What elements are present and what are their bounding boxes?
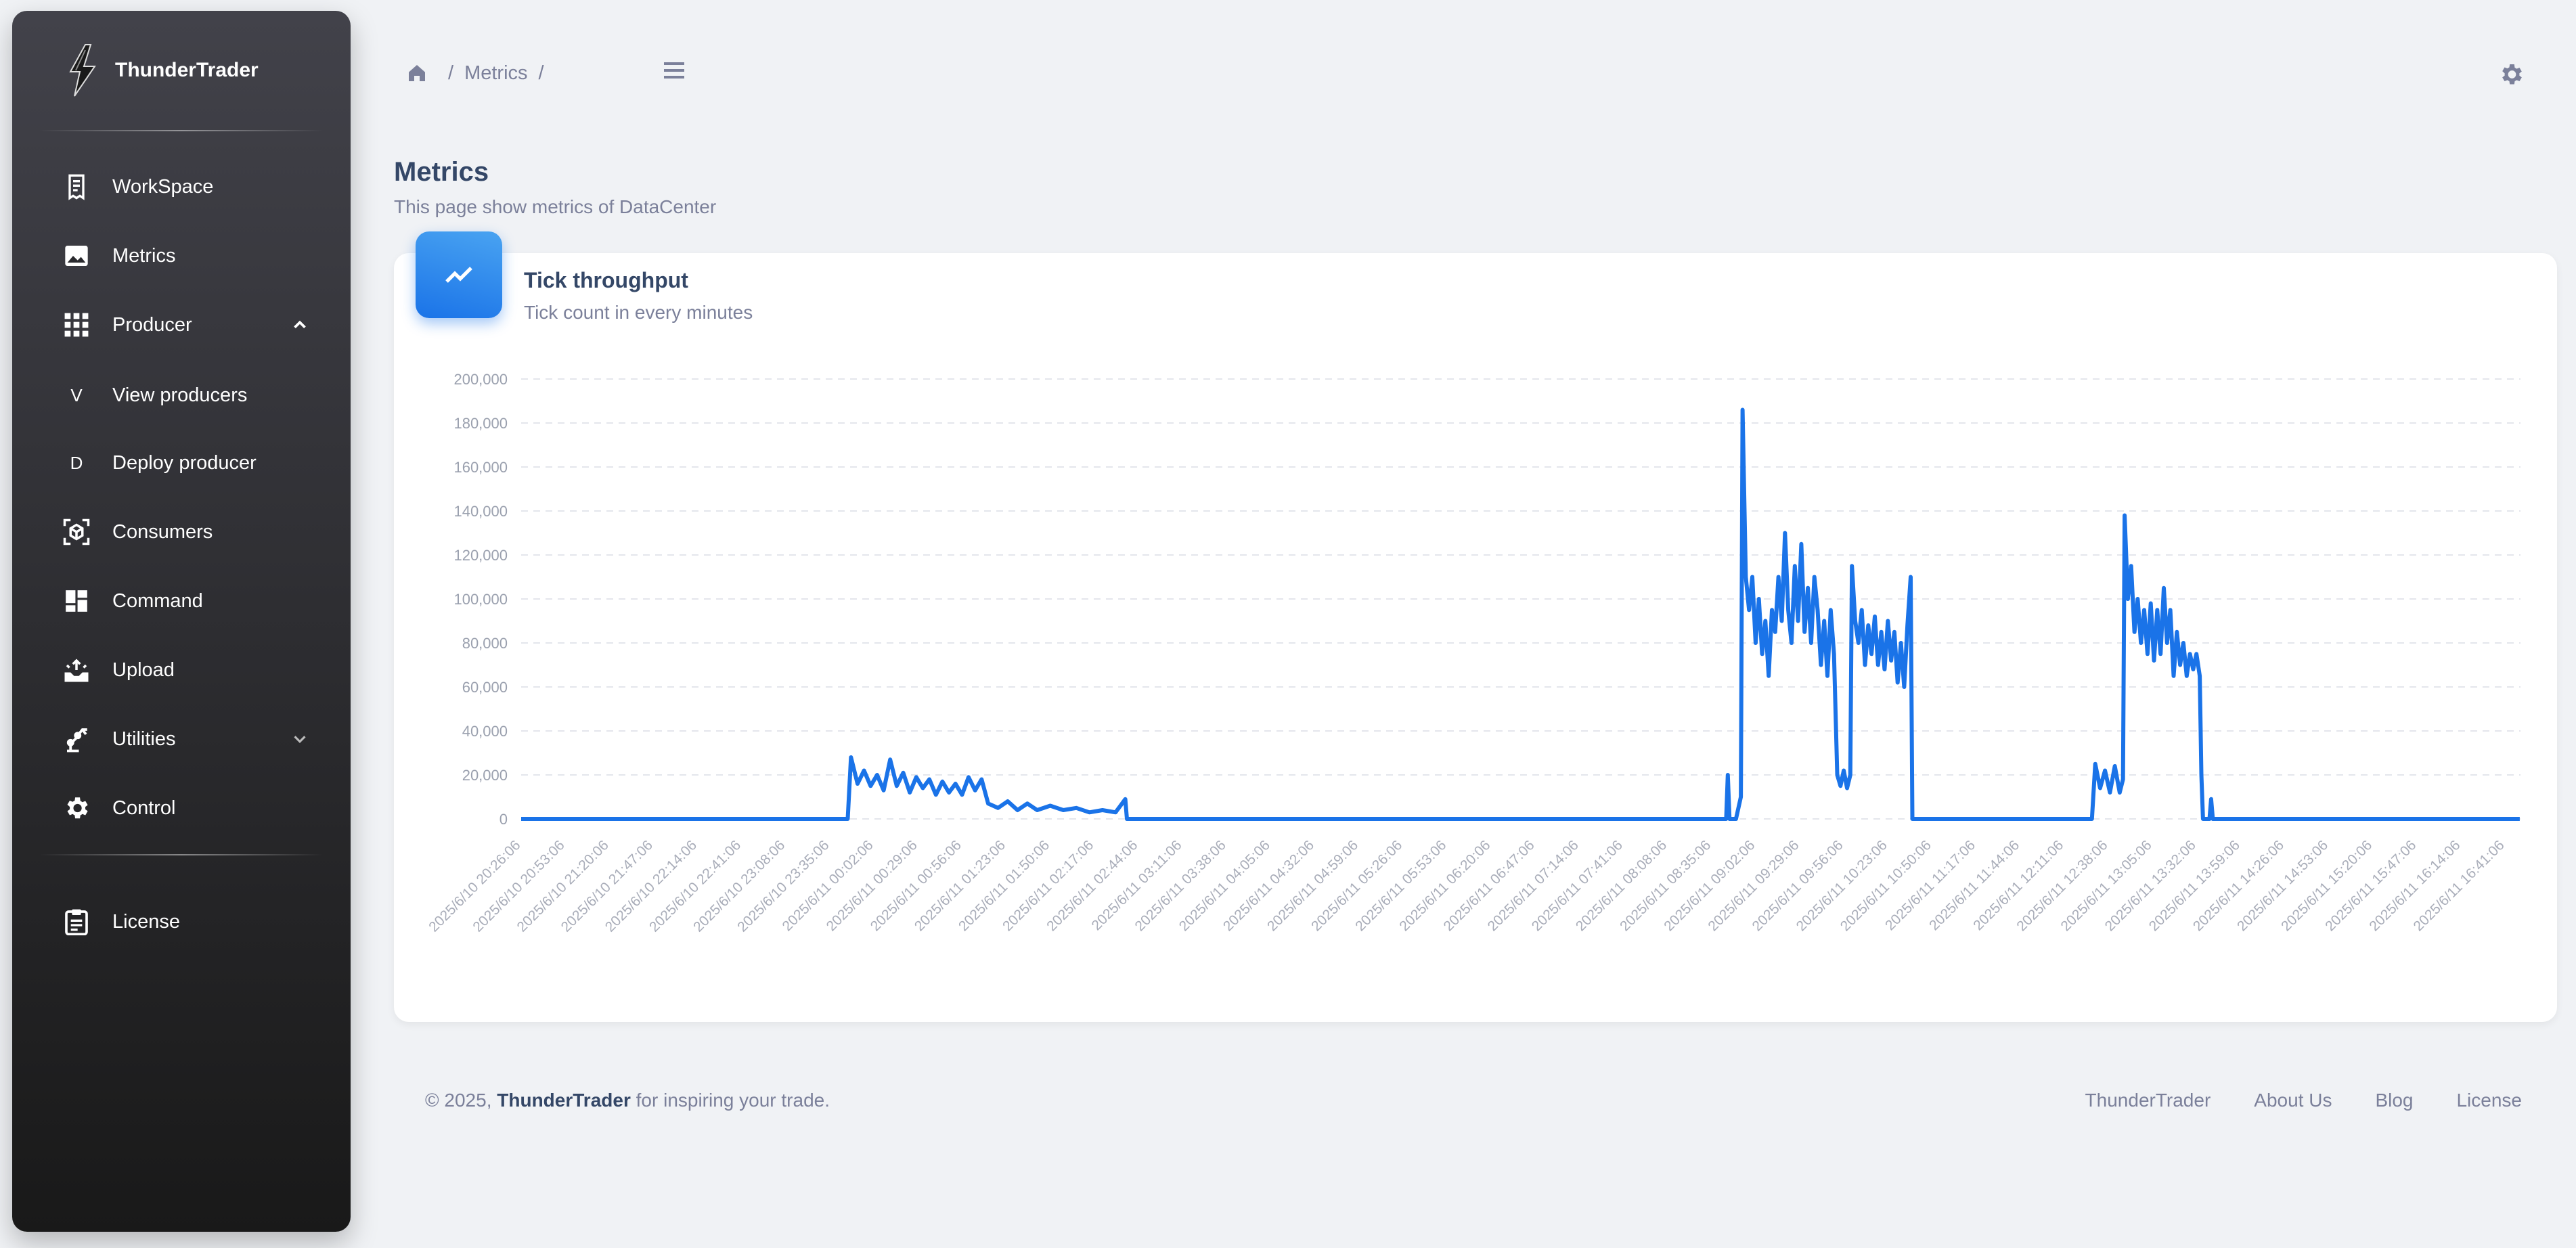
home-icon[interactable]: [406, 62, 428, 84]
chevron-up-icon[interactable]: [290, 315, 310, 335]
sidebar-item-view-producers[interactable]: V View producers: [61, 368, 310, 422]
upload-icon: [61, 654, 92, 686]
page-subtitle: This page show metrics of DataCenter: [394, 196, 717, 217]
breadcrumb-separator: /: [448, 62, 454, 84]
sidebar-item-label: License: [112, 910, 180, 933]
card-title: Tick throughput: [524, 268, 688, 292]
dashboard-icon: [61, 585, 92, 617]
chevron-down-icon[interactable]: [290, 729, 310, 749]
sidebar-item-producer[interactable]: Producer: [61, 298, 310, 352]
tick-throughput-chart: 0 20,000 40,000 60,000 80,000 100,000 120,000 1…: [426, 371, 2521, 935]
sidebar-divider: [39, 130, 324, 131]
sidebar-item-label: Metrics: [112, 244, 176, 267]
sidebar-item-letter: V: [70, 384, 83, 405]
sidebar-item-upload[interactable]: Upload: [61, 643, 310, 697]
footer-brand-link[interactable]: ThunderTrader: [497, 1090, 631, 1111]
y-tick-label: 120,000: [453, 547, 508, 564]
sidebar: ThunderTrader WorkSpace Metrics Producer…: [12, 11, 351, 1232]
lightning-logo-icon: [69, 44, 96, 97]
card-icon-badge: [416, 231, 502, 318]
sidebar-item-label: WorkSpace: [112, 175, 214, 198]
sidebar-item-label: View producers: [112, 384, 248, 406]
y-tick-label: 200,000: [453, 371, 508, 388]
y-tick-label: 20,000: [462, 767, 508, 784]
sidebar-item-deploy-producer[interactable]: D Deploy producer: [61, 436, 310, 490]
precision-manufacturing-icon: [61, 723, 92, 755]
sidebar-item-metrics[interactable]: Metrics: [61, 229, 310, 283]
sidebar-item-control[interactable]: Control: [61, 781, 310, 835]
breadcrumb: / Metrics /: [406, 54, 555, 92]
y-tick-label: 40,000: [462, 723, 508, 740]
sidebar-item-workspace[interactable]: WorkSpace: [61, 160, 310, 214]
sidebar-item-label: Upload: [112, 659, 175, 681]
sidebar-item-label: Control: [112, 797, 176, 819]
sidebar-item-consumers[interactable]: Consumers: [61, 505, 310, 559]
sidebar-item-command[interactable]: Command: [61, 574, 310, 628]
y-tick-label: 180,000: [453, 415, 508, 432]
footer-link-license[interactable]: License: [2456, 1090, 2522, 1111]
footer-link-about-us[interactable]: About Us: [2254, 1090, 2332, 1111]
footer-copyright: © 2025, ThunderTrader for inspiring your…: [425, 1090, 830, 1111]
page-title: Metrics: [394, 157, 489, 187]
view-in-ar-icon: [61, 516, 92, 548]
sidebar-item-label: Command: [112, 589, 203, 612]
series-line: [521, 407, 2520, 821]
y-tick-label: 60,000: [462, 679, 508, 696]
brand[interactable]: ThunderTrader: [12, 11, 351, 130]
settings-gear-icon[interactable]: [2497, 61, 2525, 88]
sidebar-item-label: Deploy producer: [112, 451, 257, 474]
copyright-suffix: for inspiring your trade.: [636, 1090, 830, 1111]
footer-link-blog[interactable]: Blog: [2375, 1090, 2414, 1111]
image-icon: [61, 240, 92, 271]
receipt-icon: [61, 171, 92, 202]
hamburger-menu-icon[interactable]: [661, 57, 688, 84]
footer-link-thundertrader[interactable]: ThunderTrader: [2085, 1090, 2211, 1111]
brand-name: ThunderTrader: [115, 59, 259, 81]
card-subtitle: Tick count in every minutes: [524, 302, 753, 323]
copyright-prefix: © 2025,: [425, 1090, 492, 1111]
sidebar-item-label: Consumers: [112, 520, 213, 543]
sidebar-item-label: Producer: [112, 313, 192, 336]
y-tick-label: 0: [499, 811, 508, 828]
sidebar-item-license[interactable]: License: [61, 895, 310, 949]
y-tick-label: 140,000: [453, 503, 508, 520]
sidebar-item-letter: D: [70, 452, 83, 473]
sidebar-divider: [39, 854, 324, 855]
sidebar-item-label: Utilities: [112, 728, 176, 750]
y-tick-label: 100,000: [453, 591, 508, 608]
breadcrumb-current[interactable]: Metrics: [464, 62, 528, 84]
trending-up-icon: [445, 267, 472, 283]
tick-throughput-card: [394, 253, 2557, 1022]
footer-links: ThunderTrader About Us Blog License: [2042, 1090, 2522, 1111]
grid-icon: [61, 309, 92, 340]
clipboard-icon: [61, 906, 92, 937]
gear-icon: [61, 793, 92, 824]
y-tick-label: 160,000: [453, 459, 508, 476]
sidebar-item-utilities[interactable]: Utilities: [61, 712, 310, 766]
y-tick-label: 80,000: [462, 635, 508, 652]
breadcrumb-separator: /: [538, 62, 544, 84]
